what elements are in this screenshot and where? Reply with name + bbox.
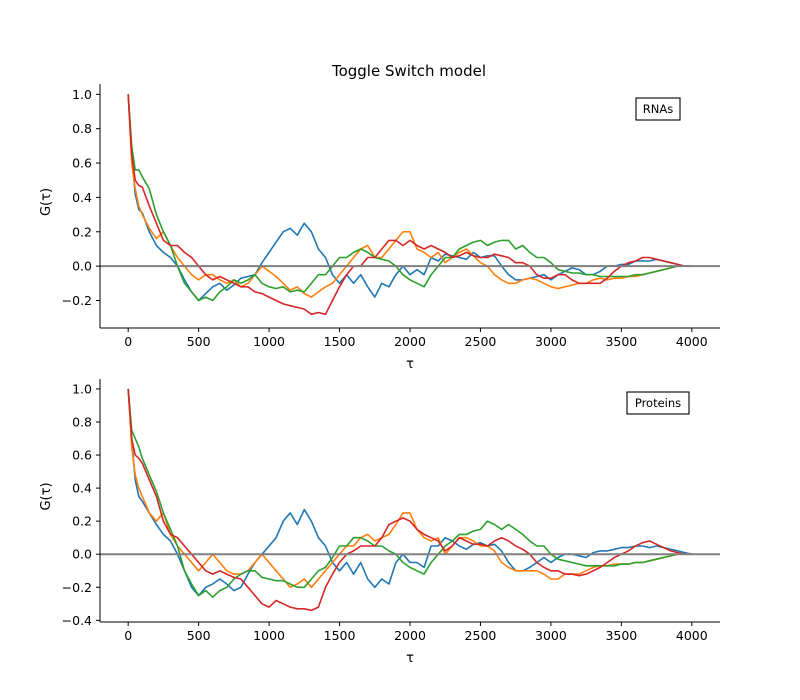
rnas-y-ticks: −0.2 0.0 0.2 0.4 0.6 0.8 1.0 (62, 87, 100, 308)
rnas-y-tick-label: 0.4 (72, 190, 92, 205)
rnas-series-line-2 (127, 94, 692, 298)
proteins-y-tick-label: −0.2 (62, 580, 92, 595)
rnas-x-axis-label: τ (406, 357, 414, 372)
proteins-x-axis-label: τ (406, 651, 414, 666)
rnas-x-tick-label: 2500 (465, 334, 497, 349)
rnas-x-tick-label: 1000 (253, 334, 285, 349)
rnas-x-tick-label: 500 (187, 334, 211, 349)
rnas-y-tick-label: 0.2 (72, 224, 92, 239)
proteins-legend: Proteins (626, 391, 690, 415)
proteins-legend-text: Proteins (635, 396, 681, 410)
proteins-x-tick-label: 3000 (535, 628, 567, 643)
rnas-series-line-1 (127, 94, 692, 302)
rnas-series-line-3 (127, 94, 692, 302)
rnas-legend: RNAs (635, 97, 681, 121)
proteins-y-ticks: −0.4 −0.2 0.0 0.2 0.4 0.6 0.8 1.0 (62, 381, 100, 628)
rnas-y-tick-label: 1.0 (72, 87, 92, 102)
rnas-x-ticks: 0 500 1000 1500 2000 2500 3000 3500 4000 (124, 328, 708, 349)
proteins-x-tick-label: 1000 (253, 628, 285, 643)
rnas-x-tick-label: 1500 (324, 334, 356, 349)
proteins-x-tick-label: 2000 (394, 628, 426, 643)
proteins-x-tick-label: 3500 (605, 628, 637, 643)
rnas-y-tick-label: −0.2 (62, 293, 92, 308)
rnas-series-group (127, 94, 692, 316)
proteins-x-tick-label: 500 (187, 628, 211, 643)
proteins-legend-box (626, 391, 690, 415)
proteins-y-tick-label: 0.4 (72, 481, 92, 496)
proteins-series-line-3 (127, 388, 692, 598)
proteins-series-line-1 (127, 388, 692, 597)
proteins-series-line-4 (127, 388, 692, 612)
proteins-y-axis-label: G(τ) (39, 482, 54, 510)
rnas-y-tick-label: 0.0 (72, 259, 92, 274)
rnas-y-axis-label: G(τ) (39, 188, 54, 216)
rnas-x-tick-label: 0 (124, 334, 132, 349)
proteins-x-tick-label: 0 (124, 628, 132, 643)
proteins-y-tick-label: 0.0 (72, 547, 92, 562)
proteins-panel: 0 500 1000 1500 2000 2500 3000 3500 4000 −0.4−0.… (39, 379, 720, 666)
rnas-y-tick-label: 0.8 (72, 121, 92, 136)
rnas-legend-box (635, 97, 681, 121)
proteins-y-tick-label: 0.8 (72, 414, 92, 429)
proteins-series-line-2 (127, 388, 692, 589)
proteins-series-group (127, 388, 692, 612)
proteins-x-tick-label: 1500 (324, 628, 356, 643)
rnas-x-tick-label: 2000 (394, 334, 426, 349)
proteins-x-ticks: 0 500 1000 1500 2000 2500 3000 3500 4000 (124, 622, 708, 643)
rnas-x-tick-label: 4000 (676, 334, 708, 349)
rnas-legend-text: RNAs (643, 102, 673, 116)
rnas-x-tick-label: 3000 (535, 334, 567, 349)
proteins-y-tick-label: 1.0 (72, 381, 92, 396)
chart-title: Toggle Switch model (331, 62, 486, 80)
proteins-y-tick-label: 0.2 (72, 514, 92, 529)
rnas-series-line-4 (127, 94, 692, 316)
proteins-y-tick-label: 0.6 (72, 448, 92, 463)
rnas-y-tick-label: 0.6 (72, 156, 92, 171)
rnas-x-tick-label: 3500 (605, 334, 637, 349)
proteins-y-tick-label: −0.4 (62, 613, 92, 628)
rnas-panel: 0 500 1000 1500 2000 2500 3000 3500 4000 −0.2 0.0… (39, 84, 720, 372)
proteins-x-tick-label: 4000 (676, 628, 708, 643)
proteins-x-tick-label: 2500 (465, 628, 497, 643)
